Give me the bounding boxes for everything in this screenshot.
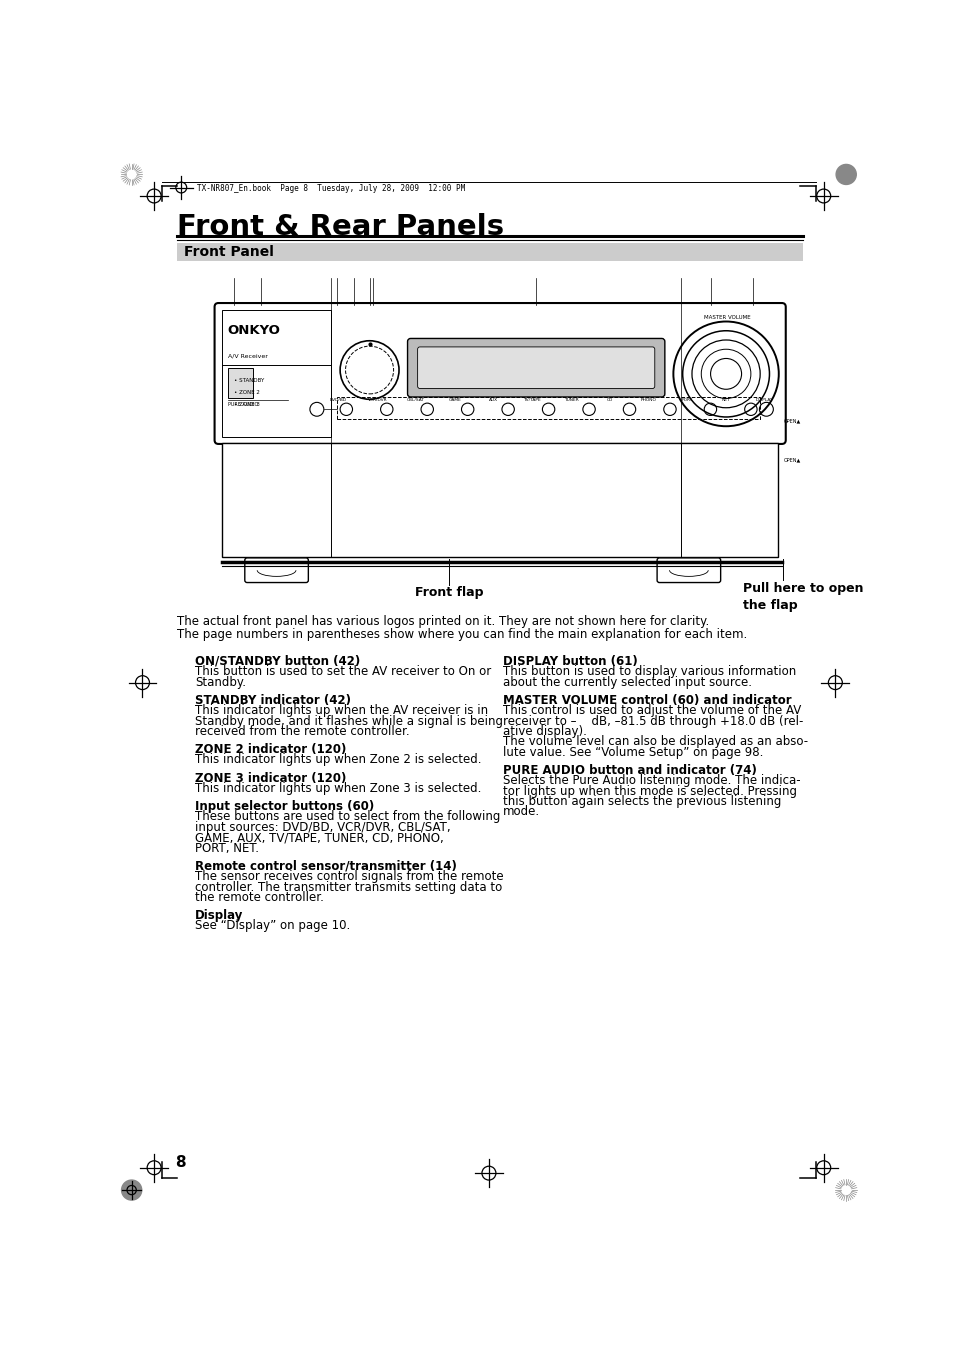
Text: AUX: AUX xyxy=(489,397,497,401)
Text: Pull here to open
the flap: Pull here to open the flap xyxy=(742,582,862,612)
Text: Front flap: Front flap xyxy=(415,586,483,600)
Text: received from the remote controller.: received from the remote controller. xyxy=(195,725,410,738)
Text: PORT, NET.: PORT, NET. xyxy=(195,842,259,855)
Text: CD: CD xyxy=(606,397,613,401)
Bar xyxy=(228,369,253,397)
Text: MASTER VOLUME control (60) and indicator: MASTER VOLUME control (60) and indicator xyxy=(502,694,791,707)
Text: Remote control sensor/transmitter (14): Remote control sensor/transmitter (14) xyxy=(195,859,456,873)
Text: Input selector buttons (60): Input selector buttons (60) xyxy=(195,800,375,813)
FancyBboxPatch shape xyxy=(245,558,308,582)
Text: NET: NET xyxy=(721,397,730,401)
Text: mode.: mode. xyxy=(502,805,539,819)
Text: STANDBY indicator (42): STANDBY indicator (42) xyxy=(195,694,351,707)
Text: TV/TAPE: TV/TAPE xyxy=(523,397,540,401)
Text: These buttons are used to select from the following: These buttons are used to select from th… xyxy=(195,811,500,824)
Circle shape xyxy=(835,165,856,185)
Text: GAME, AUX, TV/TAPE, TUNER, CD, PHONO,: GAME, AUX, TV/TAPE, TUNER, CD, PHONO, xyxy=(195,831,443,844)
Text: GAME: GAME xyxy=(448,397,461,401)
Text: MASTER VOLUME: MASTER VOLUME xyxy=(703,315,750,320)
Text: ONKYO: ONKYO xyxy=(228,324,280,336)
Text: TUNER: TUNER xyxy=(563,397,578,401)
Text: This indicator lights up when Zone 2 is selected.: This indicator lights up when Zone 2 is … xyxy=(195,754,481,766)
Text: The sensor receives control signals from the remote: The sensor receives control signals from… xyxy=(195,870,503,884)
Bar xyxy=(222,443,778,557)
Text: receiver to –    dB, –81.5 dB through +18.0 dB (rel-: receiver to – dB, –81.5 dB through +18.0… xyxy=(502,715,802,728)
Text: • STANDBY: • STANDBY xyxy=(233,377,264,382)
Text: 8: 8 xyxy=(174,1155,186,1170)
Text: Standby mode, and it flashes while a signal is being: Standby mode, and it flashes while a sig… xyxy=(195,715,502,728)
Text: PORT: PORT xyxy=(681,397,692,401)
Text: • ZONE 2: • ZONE 2 xyxy=(233,390,259,394)
Bar xyxy=(221,309,331,436)
Text: PURE AUDIO button and indicator (74): PURE AUDIO button and indicator (74) xyxy=(502,763,756,777)
Text: Standby.: Standby. xyxy=(195,676,246,689)
Text: about the currently selected input source.: about the currently selected input sourc… xyxy=(502,676,751,689)
Text: This indicator lights up when Zone 3 is selected.: This indicator lights up when Zone 3 is … xyxy=(195,782,481,794)
Text: This button is used to display various information: This button is used to display various i… xyxy=(502,665,796,678)
Text: ZONE 3 indicator (120): ZONE 3 indicator (120) xyxy=(195,771,346,785)
Text: Front Panel: Front Panel xyxy=(183,246,274,259)
Text: input sources: DVD/BD, VCR/DVR, CBL/SAT,: input sources: DVD/BD, VCR/DVR, CBL/SAT, xyxy=(195,821,451,834)
FancyBboxPatch shape xyxy=(214,303,785,444)
Text: This button is used to set the AV receiver to On or: This button is used to set the AV receiv… xyxy=(195,665,491,678)
Text: tor lights up when this mode is selected. Pressing: tor lights up when this mode is selected… xyxy=(502,785,796,797)
Text: Display: Display xyxy=(195,909,243,921)
Text: controller. The transmitter transmits setting data to: controller. The transmitter transmits se… xyxy=(195,881,502,893)
Text: DISPLAY: DISPLAY xyxy=(755,397,773,401)
Text: ZONE 2 indicator (120): ZONE 2 indicator (120) xyxy=(195,743,346,757)
Text: • ZONE 3: • ZONE 3 xyxy=(233,403,259,407)
Text: The actual front panel has various logos printed on it. They are not shown here : The actual front panel has various logos… xyxy=(177,615,709,628)
Bar xyxy=(177,243,802,262)
Bar xyxy=(336,397,760,419)
Text: PHONO: PHONO xyxy=(640,397,656,401)
Text: OPEN▲: OPEN▲ xyxy=(782,419,800,423)
Text: TX-NR807_En.book  Page 8  Tuesday, July 28, 2009  12:00 PM: TX-NR807_En.book Page 8 Tuesday, July 28… xyxy=(196,185,464,193)
Text: lute value. See “Volume Setup” on page 98.: lute value. See “Volume Setup” on page 9… xyxy=(502,746,762,759)
Text: ON/STANDBY button (42): ON/STANDBY button (42) xyxy=(195,655,360,667)
FancyBboxPatch shape xyxy=(407,339,664,397)
Circle shape xyxy=(710,358,740,389)
Text: A/V Receiver: A/V Receiver xyxy=(228,353,268,358)
FancyBboxPatch shape xyxy=(417,347,654,389)
Text: Selects the Pure Audio listening mode. The indica-: Selects the Pure Audio listening mode. T… xyxy=(502,774,800,788)
FancyBboxPatch shape xyxy=(657,558,720,582)
Text: VCR/DVR: VCR/DVR xyxy=(367,397,387,401)
Text: See “Display” on page 10.: See “Display” on page 10. xyxy=(195,920,350,932)
Text: ative display).: ative display). xyxy=(502,725,586,738)
Text: This control is used to adjust the volume of the AV: This control is used to adjust the volum… xyxy=(502,704,801,717)
Text: this button again selects the previous listening: this button again selects the previous l… xyxy=(502,794,781,808)
Text: the remote controller.: the remote controller. xyxy=(195,890,324,904)
Text: This indicator lights up when the AV receiver is in: This indicator lights up when the AV rec… xyxy=(195,704,488,717)
Text: The page numbers in parentheses show where you can find the main explanation for: The page numbers in parentheses show whe… xyxy=(177,628,747,640)
Text: DVD/BD: DVD/BD xyxy=(330,397,347,401)
Text: PURE AUDIO: PURE AUDIO xyxy=(228,401,257,407)
Text: The volume level can also be displayed as an abso-: The volume level can also be displayed a… xyxy=(502,735,807,748)
Text: Front & Rear Panels: Front & Rear Panels xyxy=(177,213,504,240)
Text: DISPLAY button (61): DISPLAY button (61) xyxy=(502,655,637,667)
Text: OPEN▲: OPEN▲ xyxy=(782,457,800,462)
Circle shape xyxy=(121,1179,142,1200)
Text: CBL/SAT: CBL/SAT xyxy=(407,397,425,401)
